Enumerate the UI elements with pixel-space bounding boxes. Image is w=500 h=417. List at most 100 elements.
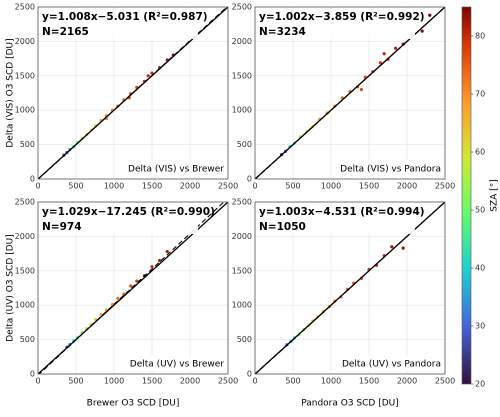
count-label: N=1050 <box>259 221 306 233</box>
y-tick-label: 2500 <box>15 3 35 12</box>
y-tick-label: 0 <box>247 175 252 184</box>
colorbar-tick-label: 70 <box>475 90 485 99</box>
panel-label: Delta (VIS) vs Pandora <box>340 165 441 175</box>
colorbar-tick-label: 40 <box>475 264 485 273</box>
fit-line <box>255 202 445 374</box>
y-tick-label: 1500 <box>232 266 252 275</box>
y-tick-label: 1000 <box>15 106 35 115</box>
x-tick-label: 1500 <box>359 182 379 191</box>
point <box>116 296 120 300</box>
panel: 0 500 1000 1500 2000 2500 0 500 1000 1500 2000 2500… <box>6 198 239 409</box>
colorbar-tick-label: 80 <box>475 32 485 41</box>
point <box>428 13 432 17</box>
x-axis-label: Brewer O3 SCD [DU] <box>87 399 180 409</box>
panel: 0 500 1000 1500 2000 2500 0 500 1000 1500 2000 2500… <box>232 3 456 191</box>
x-tick-label: 1500 <box>359 377 379 386</box>
x-tick-label: 500 <box>285 377 300 386</box>
fit-line <box>38 7 228 179</box>
point <box>394 46 398 50</box>
point <box>390 245 394 249</box>
y-tick-label: 2000 <box>232 232 252 241</box>
annotation-box <box>257 204 415 234</box>
y-tick-label: 1000 <box>232 106 252 115</box>
frame <box>254 6 446 180</box>
y-tick-label: 2000 <box>15 37 35 46</box>
panel-label-box <box>351 356 443 371</box>
frame <box>37 6 229 180</box>
panel-label: Delta (UV) vs Pandora <box>342 360 441 370</box>
x-tick-label: 0 <box>35 377 40 386</box>
y-tick-label: 2000 <box>232 37 252 46</box>
colorbar-label: SZA [°] <box>490 179 500 211</box>
y-tick-label: 1500 <box>15 266 35 275</box>
x-tick-label: 0 <box>252 182 257 191</box>
annotation: y=1.003x−4.531 (R²=0.994) <box>259 206 425 218</box>
y-tick-label: 500 <box>20 335 35 344</box>
x-tick-label: 2500 <box>218 182 238 191</box>
colorbar-tick-label: 30 <box>475 322 485 331</box>
count-label: N=974 <box>42 221 82 233</box>
x-tick-label: 2000 <box>180 377 200 386</box>
frame <box>37 201 229 375</box>
point <box>158 258 162 263</box>
count-label: N=3234 <box>259 26 306 38</box>
y-axis-label: Delta (UV) O3 SCD [DU] <box>6 234 16 342</box>
y-tick-label: 500 <box>237 335 252 344</box>
panel: 0 500 1000 1500 2000 2500 0 500 1000 1500 2000 2500… <box>232 198 456 409</box>
x-tick-label: 2500 <box>435 377 455 386</box>
x-tick-label: 1000 <box>321 377 341 386</box>
colorbar-tick-label: 20 <box>475 380 485 389</box>
point <box>146 74 150 78</box>
fit-line <box>255 7 445 179</box>
y-tick-label: 500 <box>20 140 35 149</box>
panel-label-box <box>134 161 226 176</box>
y-tick-label: 1500 <box>15 71 35 80</box>
x-tick-label: 2000 <box>397 377 417 386</box>
x-tick-label: 500 <box>68 377 83 386</box>
x-tick-label: 0 <box>252 377 257 386</box>
point <box>401 246 405 250</box>
y-tick-label: 2000 <box>15 232 35 241</box>
point <box>359 87 363 92</box>
y-axis-label: Delta (VIS) O3 SCD [DU] <box>6 38 16 147</box>
y-tick-label: 0 <box>30 175 35 184</box>
y-tick-label: 2500 <box>232 3 252 12</box>
panel-label-box <box>134 356 226 371</box>
point <box>378 61 382 65</box>
y-tick-label: 1500 <box>232 71 252 80</box>
x-tick-label: 2000 <box>397 182 417 191</box>
colorbar <box>461 6 472 385</box>
colorbar-tick-label: 50 <box>475 206 485 215</box>
y-tick-label: 2500 <box>15 198 35 207</box>
x-tick-label: 2500 <box>435 182 455 191</box>
y-tick-label: 1000 <box>232 301 252 310</box>
x-tick-label: 2500 <box>218 377 238 386</box>
annotation-box <box>40 9 198 39</box>
annotation-box <box>40 204 198 234</box>
count-label: N=2165 <box>42 26 89 38</box>
annotation: y=1.029x−17.245 (R²=0.990) <box>42 206 215 218</box>
x-tick-label: 1000 <box>321 182 341 191</box>
point <box>150 265 154 269</box>
annotation: y=1.008x−5.031 (R²=0.987) <box>42 11 208 23</box>
y-tick-label: 1000 <box>15 301 35 310</box>
x-tick-label: 1000 <box>104 377 124 386</box>
y-tick-label: 0 <box>247 370 252 379</box>
x-tick-label: 1500 <box>142 182 162 191</box>
annotation: y=1.002x−3.859 (R²=0.992) <box>259 11 425 23</box>
point <box>382 52 386 56</box>
panel-label: Delta (UV) vs Brewer <box>130 360 224 370</box>
annotation-box <box>257 9 415 39</box>
y-tick-label: 2500 <box>232 198 252 207</box>
frame <box>254 201 446 375</box>
point <box>165 249 169 254</box>
point <box>129 284 133 288</box>
x-tick-label: 500 <box>68 182 83 191</box>
panel: 0 500 1000 1500 2000 2500 0 500 1000 1500 2000 2500… <box>6 3 239 191</box>
y-tick-label: 500 <box>237 140 252 149</box>
colorbar-tick-label: 60 <box>475 148 485 157</box>
x-tick-label: 1000 <box>104 182 124 191</box>
x-tick-label: 500 <box>285 182 300 191</box>
x-tick-label: 1500 <box>142 377 162 386</box>
